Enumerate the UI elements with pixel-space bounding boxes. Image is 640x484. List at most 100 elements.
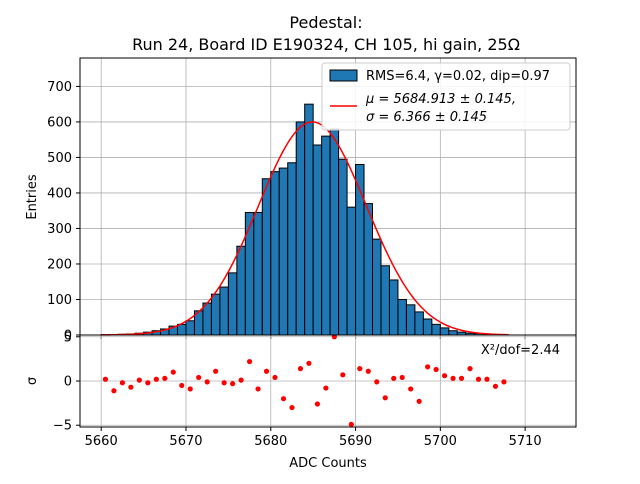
- y-axis-label-top: Entries: [25, 174, 40, 220]
- histogram-bar: [406, 305, 414, 335]
- chart-title-line-1: Pedestal:: [289, 13, 362, 32]
- residual-point: [298, 366, 303, 371]
- residual-x-tick-label: 5680: [254, 434, 287, 449]
- histogram-y-tick-label: 300: [47, 222, 72, 237]
- histogram-bar: [279, 168, 287, 335]
- histogram-bar: [423, 319, 431, 335]
- residual-point: [501, 379, 506, 384]
- residual-x-tick-label: 5710: [509, 434, 542, 449]
- histogram-bar: [245, 212, 253, 335]
- legend-hist-label: RMS=6.4, γ=0.02, dip=0.97: [366, 69, 550, 84]
- histogram-bar: [220, 287, 228, 335]
- residual-point: [145, 380, 150, 385]
- residual-point: [442, 373, 447, 378]
- residual-point: [476, 377, 481, 382]
- histogram-bar: [330, 129, 338, 335]
- residual-point: [162, 376, 167, 381]
- histogram-bar: [237, 246, 245, 335]
- residual-x-tick-label: 5660: [85, 434, 118, 449]
- histogram-y-tick-label: 500: [47, 151, 72, 166]
- histogram-bar: [364, 204, 372, 335]
- residual-point: [315, 401, 320, 406]
- residual-points: [103, 334, 507, 427]
- histogram-bar: [228, 273, 236, 335]
- residual-y-tick-label: −5: [53, 419, 72, 434]
- residual-x-tick-label: 5700: [424, 434, 457, 449]
- residual-point: [247, 359, 252, 364]
- residual-point: [306, 361, 311, 366]
- histogram-bar: [254, 212, 262, 335]
- residual-point: [459, 376, 464, 381]
- residual-point: [179, 383, 184, 388]
- residual-point: [230, 381, 235, 386]
- residual-point: [111, 388, 116, 393]
- residual-point: [323, 385, 328, 390]
- residual-point: [238, 378, 243, 383]
- residual-point: [450, 376, 455, 381]
- residual-y-tick-label: 5: [64, 330, 72, 345]
- histogram-bar: [211, 294, 219, 335]
- histogram-y-tick-label: 400: [47, 186, 72, 201]
- residual-point: [391, 376, 396, 381]
- histogram-bar: [271, 172, 279, 335]
- residual-point: [281, 396, 286, 401]
- histogram-bar: [415, 312, 423, 335]
- residual-point: [213, 369, 218, 374]
- histogram-bar: [262, 179, 270, 335]
- residual-point: [171, 370, 176, 375]
- y-axis-label-bottom: σ: [25, 377, 40, 385]
- histogram-bar: [347, 207, 355, 335]
- residual-point: [137, 378, 142, 383]
- residual-point: [349, 422, 354, 427]
- residual-point: [374, 379, 379, 384]
- residual-point: [272, 375, 277, 380]
- residual-x-tick-label: 5690: [339, 434, 372, 449]
- x-axis-label: ADC Counts: [289, 456, 367, 471]
- histogram-bar: [339, 159, 347, 335]
- residual-point: [154, 377, 159, 382]
- residual-point: [425, 364, 430, 369]
- residual-y-ticks: −5 0 5: [53, 330, 80, 433]
- residual-point: [205, 379, 210, 384]
- residual-point: [484, 377, 489, 382]
- residual-point: [120, 380, 125, 385]
- histogram-y-tick-label: 200: [47, 257, 72, 272]
- legend-hist-swatch: [330, 70, 357, 81]
- residual-point: [128, 385, 133, 390]
- histogram-bar: [381, 266, 389, 335]
- histogram-y-tick-label: 700: [47, 80, 72, 95]
- residual-point: [434, 367, 439, 372]
- legend-fit-label-line-2: σ = 6.366 ± 0.145: [366, 110, 487, 125]
- histogram-y-tick-label: 600: [47, 115, 72, 130]
- residual-point: [289, 405, 294, 410]
- histogram-y-tick-label: 100: [47, 293, 72, 308]
- residual-point: [196, 375, 201, 380]
- histogram-bar: [389, 280, 397, 335]
- residual-point: [255, 386, 260, 391]
- residual-point: [493, 384, 498, 389]
- histogram-bar: [203, 303, 211, 335]
- residual-point: [357, 366, 362, 371]
- histogram-bar: [305, 104, 313, 335]
- residual-point: [383, 395, 388, 400]
- residual-point: [408, 386, 413, 391]
- chi2-annotation: X²/dof=2.44: [481, 343, 560, 358]
- residual-point: [340, 372, 345, 377]
- residual-y-tick-label: 0: [64, 375, 72, 390]
- histogram-bar: [432, 324, 440, 335]
- histogram-bar: [288, 163, 296, 335]
- histogram-bar: [322, 136, 330, 335]
- histogram-bar: [178, 324, 186, 335]
- histogram-bar: [440, 328, 448, 335]
- residual-point: [264, 369, 269, 374]
- residual-point: [103, 377, 108, 382]
- histogram-bar: [449, 331, 457, 335]
- legend: RMS=6.4, γ=0.02, dip=0.97 μ = 5684.913 ±…: [322, 63, 570, 130]
- residual-point: [188, 386, 193, 391]
- chart-title-line-2: Run 24, Board ID E190324, CH 105, hi gai…: [132, 35, 520, 54]
- residual-point: [400, 375, 405, 380]
